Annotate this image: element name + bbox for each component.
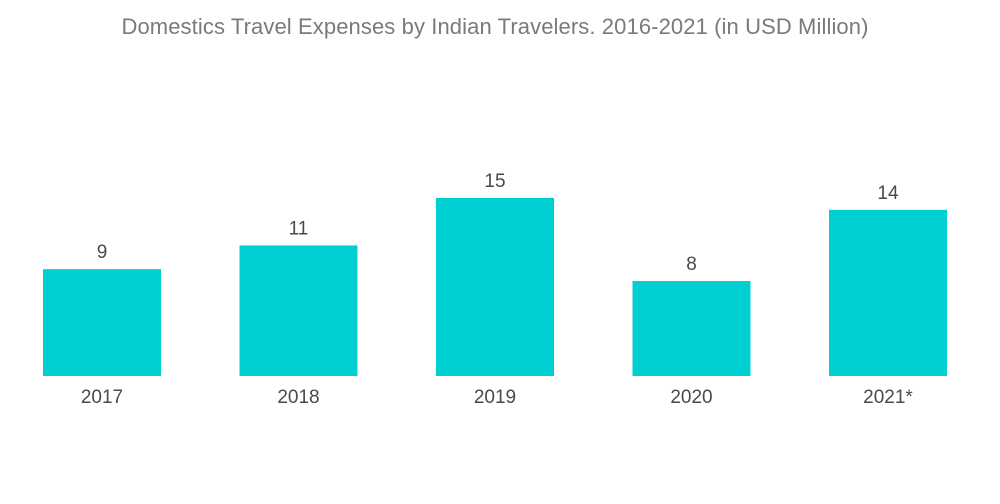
bar-2017 bbox=[43, 269, 161, 376]
x-tick-label-2019: 2019 bbox=[474, 387, 516, 408]
x-tick-label-2021-star: 2021* bbox=[863, 387, 913, 408]
chart-title: Domestics Travel Expenses by Indian Trav… bbox=[121, 14, 869, 39]
x-tick-label-2018: 2018 bbox=[277, 387, 319, 408]
data-label-2019: 15 bbox=[484, 171, 505, 192]
x-tick-label-2017: 2017 bbox=[81, 387, 123, 408]
data-label-2018: 11 bbox=[289, 218, 309, 239]
data-label-2021-star: 14 bbox=[877, 183, 899, 204]
data-label-2017: 9 bbox=[97, 242, 108, 263]
bars-layer bbox=[43, 197, 947, 376]
x-tick-label-2020: 2020 bbox=[670, 387, 712, 408]
bar-2020 bbox=[632, 281, 751, 376]
bar-2021-star bbox=[829, 209, 947, 376]
labels-layer: 9 2017 11 2018 15 2019 8 2020 14 2021* bbox=[81, 171, 914, 408]
data-label-2020: 8 bbox=[686, 254, 697, 275]
bar-2018 bbox=[239, 245, 358, 376]
bar-2019 bbox=[436, 197, 554, 376]
